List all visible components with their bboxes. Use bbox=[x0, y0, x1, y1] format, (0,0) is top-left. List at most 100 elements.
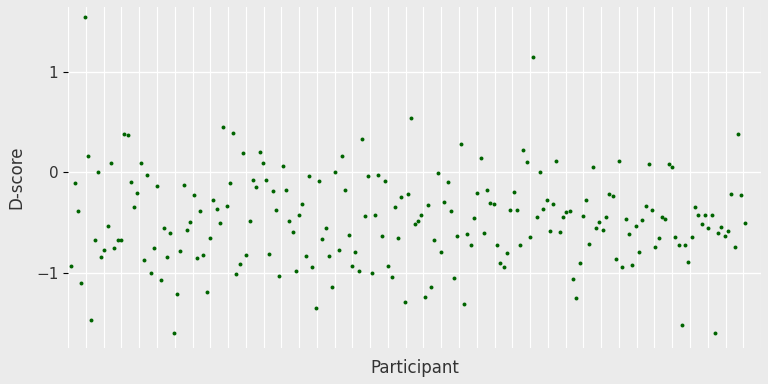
Point bbox=[610, 255, 622, 262]
Point bbox=[452, 233, 464, 239]
Point bbox=[709, 330, 721, 336]
Point bbox=[719, 233, 731, 239]
Point bbox=[729, 243, 741, 250]
X-axis label: Participant: Participant bbox=[370, 359, 459, 377]
Point bbox=[68, 179, 81, 185]
Point bbox=[167, 330, 180, 336]
Point bbox=[128, 204, 141, 210]
Point bbox=[313, 178, 325, 184]
Point bbox=[471, 189, 483, 195]
Point bbox=[412, 218, 424, 224]
Point bbox=[649, 244, 661, 250]
Point bbox=[171, 291, 184, 297]
Point bbox=[439, 199, 451, 205]
Point bbox=[666, 164, 678, 170]
Point bbox=[359, 213, 371, 219]
Point bbox=[636, 217, 648, 223]
Point bbox=[584, 241, 596, 247]
Point bbox=[339, 187, 352, 193]
Point bbox=[537, 206, 549, 212]
Point bbox=[243, 218, 256, 225]
Point bbox=[419, 294, 431, 300]
Point bbox=[270, 207, 282, 213]
Point bbox=[547, 201, 559, 207]
Point bbox=[257, 159, 269, 166]
Point bbox=[732, 131, 744, 137]
Point bbox=[85, 317, 98, 323]
Point bbox=[603, 191, 615, 197]
Point bbox=[396, 194, 408, 200]
Point bbox=[630, 222, 642, 228]
Point bbox=[356, 136, 368, 142]
Point bbox=[735, 192, 747, 198]
Point bbox=[468, 215, 480, 221]
Point bbox=[366, 270, 378, 276]
Point bbox=[266, 188, 279, 194]
Point bbox=[303, 173, 315, 179]
Point bbox=[623, 230, 635, 237]
Point bbox=[422, 202, 434, 209]
Point bbox=[620, 216, 632, 222]
Point bbox=[587, 164, 599, 170]
Point bbox=[402, 191, 414, 197]
Point bbox=[485, 199, 497, 205]
Point bbox=[220, 203, 233, 209]
Point bbox=[626, 262, 638, 268]
Point bbox=[336, 153, 348, 159]
Point bbox=[372, 172, 385, 179]
Point bbox=[570, 295, 582, 301]
Point bbox=[227, 130, 240, 136]
Point bbox=[692, 212, 704, 218]
Point bbox=[682, 259, 694, 265]
Point bbox=[379, 178, 391, 184]
Point bbox=[386, 274, 398, 280]
Point bbox=[230, 271, 243, 278]
Point bbox=[131, 190, 144, 196]
Point bbox=[518, 147, 530, 153]
Point bbox=[455, 141, 467, 147]
Point bbox=[147, 245, 160, 251]
Point bbox=[82, 153, 94, 159]
Point bbox=[108, 245, 121, 251]
Point bbox=[98, 247, 111, 253]
Point bbox=[343, 232, 355, 238]
Point bbox=[91, 169, 104, 175]
Point bbox=[151, 183, 164, 189]
Point bbox=[659, 216, 671, 222]
Point bbox=[296, 201, 309, 207]
Point bbox=[504, 207, 516, 213]
Point bbox=[180, 227, 193, 233]
Point bbox=[286, 229, 299, 235]
Point bbox=[389, 204, 401, 210]
Point bbox=[210, 206, 223, 212]
Point bbox=[75, 280, 88, 286]
Point bbox=[475, 155, 487, 161]
Point bbox=[725, 191, 737, 197]
Point bbox=[465, 242, 477, 248]
Point bbox=[200, 289, 213, 295]
Point bbox=[161, 254, 174, 260]
Point bbox=[613, 158, 625, 164]
Point bbox=[534, 169, 546, 175]
Point bbox=[187, 192, 200, 198]
Point bbox=[326, 284, 338, 290]
Point bbox=[593, 219, 605, 225]
Point bbox=[72, 208, 84, 214]
Point bbox=[114, 237, 127, 243]
Point bbox=[491, 242, 503, 248]
Point bbox=[702, 225, 714, 231]
Point bbox=[280, 187, 292, 193]
Point bbox=[95, 254, 108, 260]
Point bbox=[306, 263, 319, 270]
Point bbox=[111, 237, 124, 243]
Point bbox=[481, 187, 493, 193]
Point bbox=[157, 225, 170, 231]
Point bbox=[462, 230, 474, 237]
Point bbox=[273, 273, 286, 279]
Point bbox=[349, 249, 362, 255]
Point bbox=[319, 225, 332, 231]
Point bbox=[508, 189, 520, 195]
Point bbox=[323, 253, 335, 259]
Point bbox=[557, 214, 569, 220]
Point bbox=[577, 213, 589, 219]
